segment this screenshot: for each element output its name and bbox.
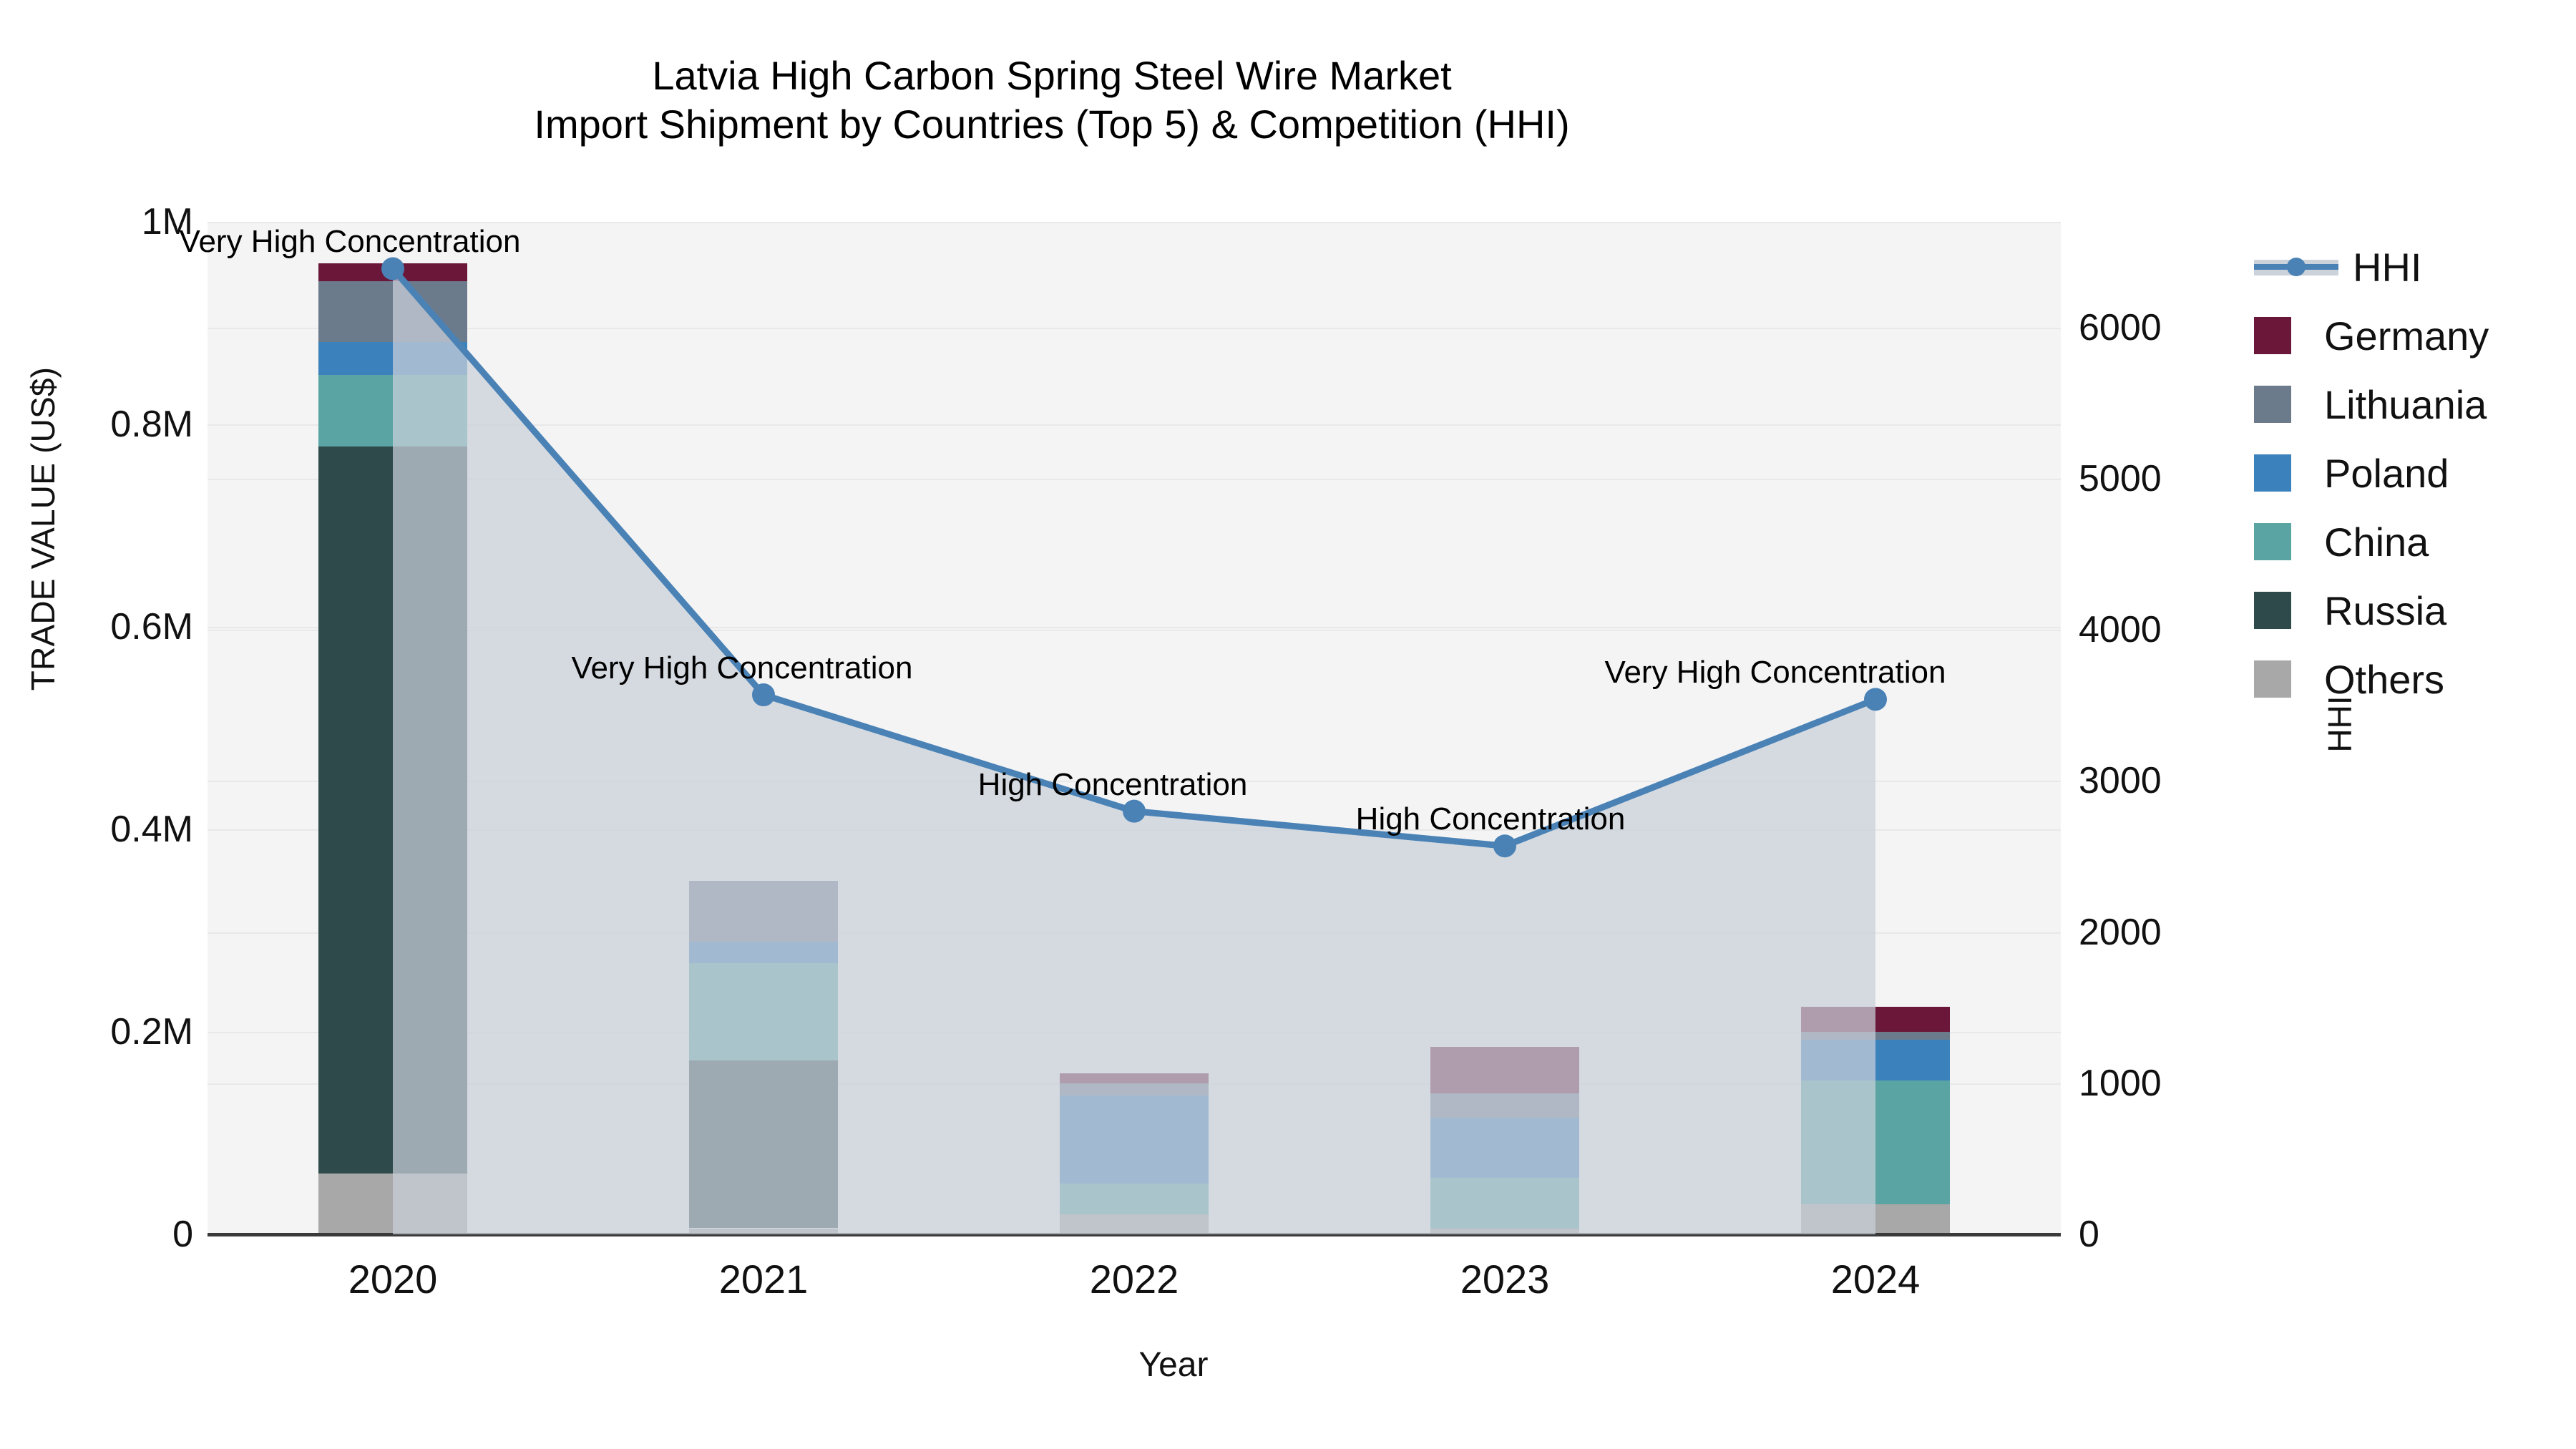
hhi-data-point[interactable]: [1864, 688, 1887, 711]
concentration-annotation: Very High Concentration: [1604, 655, 1946, 691]
legend-color-swatch-icon: [2254, 454, 2291, 492]
chart-title: Latvia High Carbon Spring Steel Wire Mar…: [0, 52, 2104, 150]
gridline-y-right: [208, 479, 2061, 481]
legend-item-label: Lithuania: [2324, 381, 2487, 427]
y-axis-right-tick-label: 2000: [2079, 911, 2162, 953]
x-axis-line: [208, 1233, 2061, 1236]
legend-item-label: Germany: [2324, 313, 2489, 358]
hhi-data-point[interactable]: [1123, 799, 1146, 823]
legend-item-label: HHI: [2353, 244, 2422, 290]
legend-item-label: Russia: [2324, 587, 2447, 633]
legend-item-label: Others: [2324, 656, 2445, 702]
y-axis-right-tick-label: 1000: [2079, 1062, 2162, 1104]
concentration-annotation: Very High Concentration: [571, 650, 913, 686]
y-axis-left-tick-label: 0: [172, 1214, 193, 1255]
hhi-series-overlay: [381, 257, 1887, 1234]
hhi-data-point[interactable]: [752, 683, 775, 707]
x-axis-tick-label: 2022: [1089, 1257, 1179, 1302]
y-axis-left-tick-label: 0.8M: [110, 404, 193, 445]
hhi-area-fill: [393, 268, 1875, 1234]
hhi-data-point[interactable]: [1493, 834, 1516, 858]
x-axis-title: Year: [1138, 1346, 1209, 1384]
legend-item[interactable]: Lithuania: [2254, 370, 2489, 439]
legend-item[interactable]: Poland: [2254, 439, 2489, 507]
chart-title-line-1: Latvia High Carbon Spring Steel Wire Mar…: [652, 53, 1452, 98]
y-axis-left-tick-label: 1M: [141, 201, 193, 243]
gridline-y-right: [208, 781, 2061, 783]
x-axis-tick-label: 2024: [1830, 1257, 1921, 1302]
concentration-annotation: High Concentration: [1355, 801, 1626, 837]
gridline-y-right: [208, 327, 2061, 329]
legend-item[interactable]: HHI: [2254, 233, 2489, 301]
concentration-annotation: High Concentration: [977, 766, 1248, 802]
y-axis-left-tick-label: 0.4M: [110, 809, 193, 850]
y-axis-right-tick-label: 3000: [2079, 760, 2162, 802]
gridline-y-left: [208, 424, 2061, 426]
legend-color-swatch-icon: [2254, 660, 2291, 698]
gridline-y-right: [208, 630, 2061, 632]
chart-title-line-2: Import Shipment by Countries (Top 5) & C…: [534, 102, 1570, 147]
legend-color-swatch-icon: [2254, 317, 2291, 354]
legend-item[interactable]: Germany: [2254, 301, 2489, 370]
y-axis-left-tick-label: 0.6M: [110, 606, 193, 648]
legend-item[interactable]: Russia: [2254, 576, 2489, 645]
y-axis-right-tick-label: 0: [2079, 1214, 2099, 1255]
x-axis-tick-label: 2021: [718, 1257, 809, 1302]
legend-color-swatch-icon: [2254, 523, 2291, 560]
gridline-y-left: [208, 222, 2061, 223]
x-axis-tick-label: 2023: [1460, 1257, 1550, 1302]
legend-item[interactable]: Others: [2254, 645, 2489, 713]
legend-item[interactable]: China: [2254, 507, 2489, 576]
y-axis-right-tick-label: 5000: [2079, 458, 2162, 500]
legend: HHI Germany Lithuania Poland China Russia Othe…: [2254, 233, 2489, 713]
y-axis-right-tick-label: 4000: [2079, 609, 2162, 651]
legend-item-label: Poland: [2324, 450, 2449, 496]
gridline-y-left: [208, 627, 2061, 628]
y-axis-left-tick-label: 0.2M: [110, 1011, 193, 1053]
y-axis-right-tick-label: 6000: [2079, 306, 2162, 348]
legend-item-label: China: [2324, 519, 2429, 565]
concentration-annotation: Very High Concentration: [179, 224, 521, 260]
legend-line-marker-icon: [2254, 248, 2338, 286]
hhi-data-point[interactable]: [381, 257, 404, 280]
y-axis-left-title: TRADE VALUE (US$): [24, 366, 62, 691]
x-axis-tick-label: 2020: [348, 1257, 438, 1302]
legend-color-swatch-icon: [2254, 592, 2291, 629]
legend-color-swatch-icon: [2254, 386, 2291, 423]
